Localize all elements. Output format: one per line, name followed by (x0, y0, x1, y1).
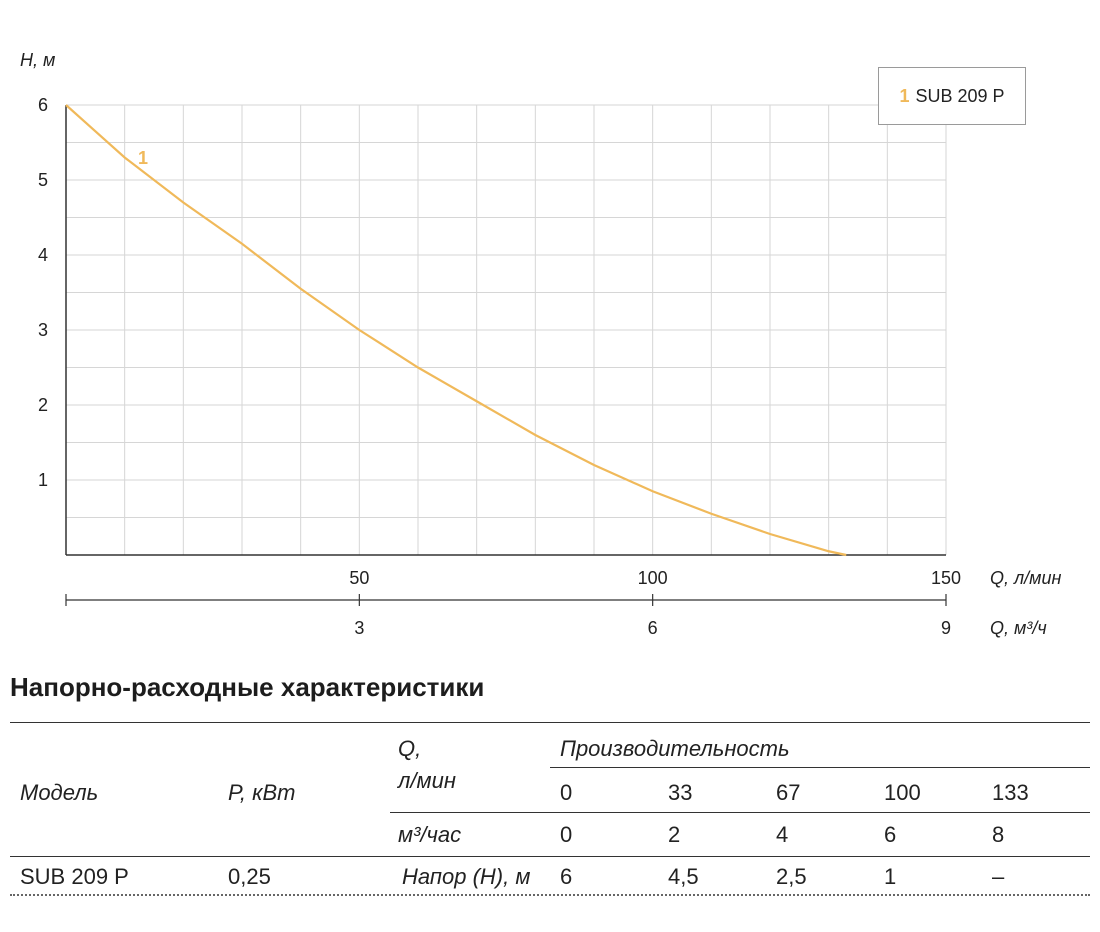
y-tick-label: 5 (38, 170, 48, 190)
x-tick-labels: 50 100 150 (349, 568, 961, 588)
q-m3h-value: 4 (776, 822, 789, 847)
x-tick-label: 50 (349, 568, 369, 588)
secondary-x-tick-labels: 3 6 9 (354, 618, 951, 638)
row-head-label: Напор (Н), м (402, 864, 531, 889)
q-lmin-value: 0 (560, 780, 573, 805)
q-m3h-value: 6 (884, 822, 897, 847)
m3-header: м³/час (398, 822, 462, 847)
table-bottom-rule (10, 894, 1090, 896)
q-lmin-value: 67 (776, 780, 801, 805)
row-power: 0,25 (228, 864, 271, 889)
q-m3h-value: 8 (992, 822, 1005, 847)
secondary-x-tick-label: 6 (648, 618, 658, 638)
q-lmin-value: 33 (668, 780, 693, 805)
perf-header-rule (550, 767, 1090, 768)
q-lmin-value: 100 (884, 780, 921, 805)
secondary-x-tick-label: 9 (941, 618, 951, 638)
perf-header: Производительность (560, 736, 790, 761)
y-tick-labels: 1 2 3 4 5 6 (38, 95, 48, 490)
legend-number: 1 (899, 85, 910, 106)
q-row-rule (390, 812, 1090, 813)
table-title: Напорно-расходные характеристики (10, 672, 485, 702)
y-tick-label: 1 (38, 470, 48, 490)
q-m3h-value: 2 (668, 822, 681, 847)
y-tick-label: 4 (38, 245, 48, 265)
head-value: 4,5 (668, 864, 699, 889)
y-tick-label: 3 (38, 320, 48, 340)
q-header: Q, (398, 736, 422, 761)
head-value: – (992, 864, 1005, 889)
head-value: 2,5 (776, 864, 807, 889)
head-value: 1 (884, 864, 897, 889)
series-line-sub-209-p (65, 104, 847, 557)
q-unit-header: л/мин (398, 768, 456, 793)
x-axis-title: Q, л/мин (990, 568, 1062, 588)
row-model: SUB 209 P (20, 864, 129, 889)
secondary-x-axis (65, 594, 947, 606)
head-value: 6 (560, 864, 573, 889)
legend-label: SUB 209 P (915, 85, 1005, 106)
secondary-x-tick-label: 3 (354, 618, 364, 638)
y-axis-title: H, м (20, 50, 55, 70)
model-header: Модель (20, 780, 99, 805)
x-tick-label: 150 (931, 568, 961, 588)
header-bottom-rule (10, 856, 1090, 857)
pump-curve-chart: H, м 1 2 3 4 5 6 50 100 150 Q, л/мин 3 6 9 Q, м³/… (20, 50, 1062, 638)
chart-legend: 1 SUB 209 P (878, 67, 1026, 125)
x-tick-label: 100 (638, 568, 668, 588)
power-header: P, кВт (228, 780, 296, 805)
q-m3h-value: 0 (560, 822, 573, 847)
y-tick-label: 2 (38, 395, 48, 415)
q-lmin-value: 133 (992, 780, 1029, 805)
secondary-x-axis-title: Q, м³/ч (990, 618, 1047, 638)
chart-grid (66, 104, 947, 555)
table-top-rule (10, 722, 1090, 723)
y-tick-label: 6 (38, 95, 48, 115)
performance-table: Модель P, кВт Q, л/мин Производительност… (10, 722, 1090, 896)
series-marker-label: 1 (138, 148, 148, 168)
